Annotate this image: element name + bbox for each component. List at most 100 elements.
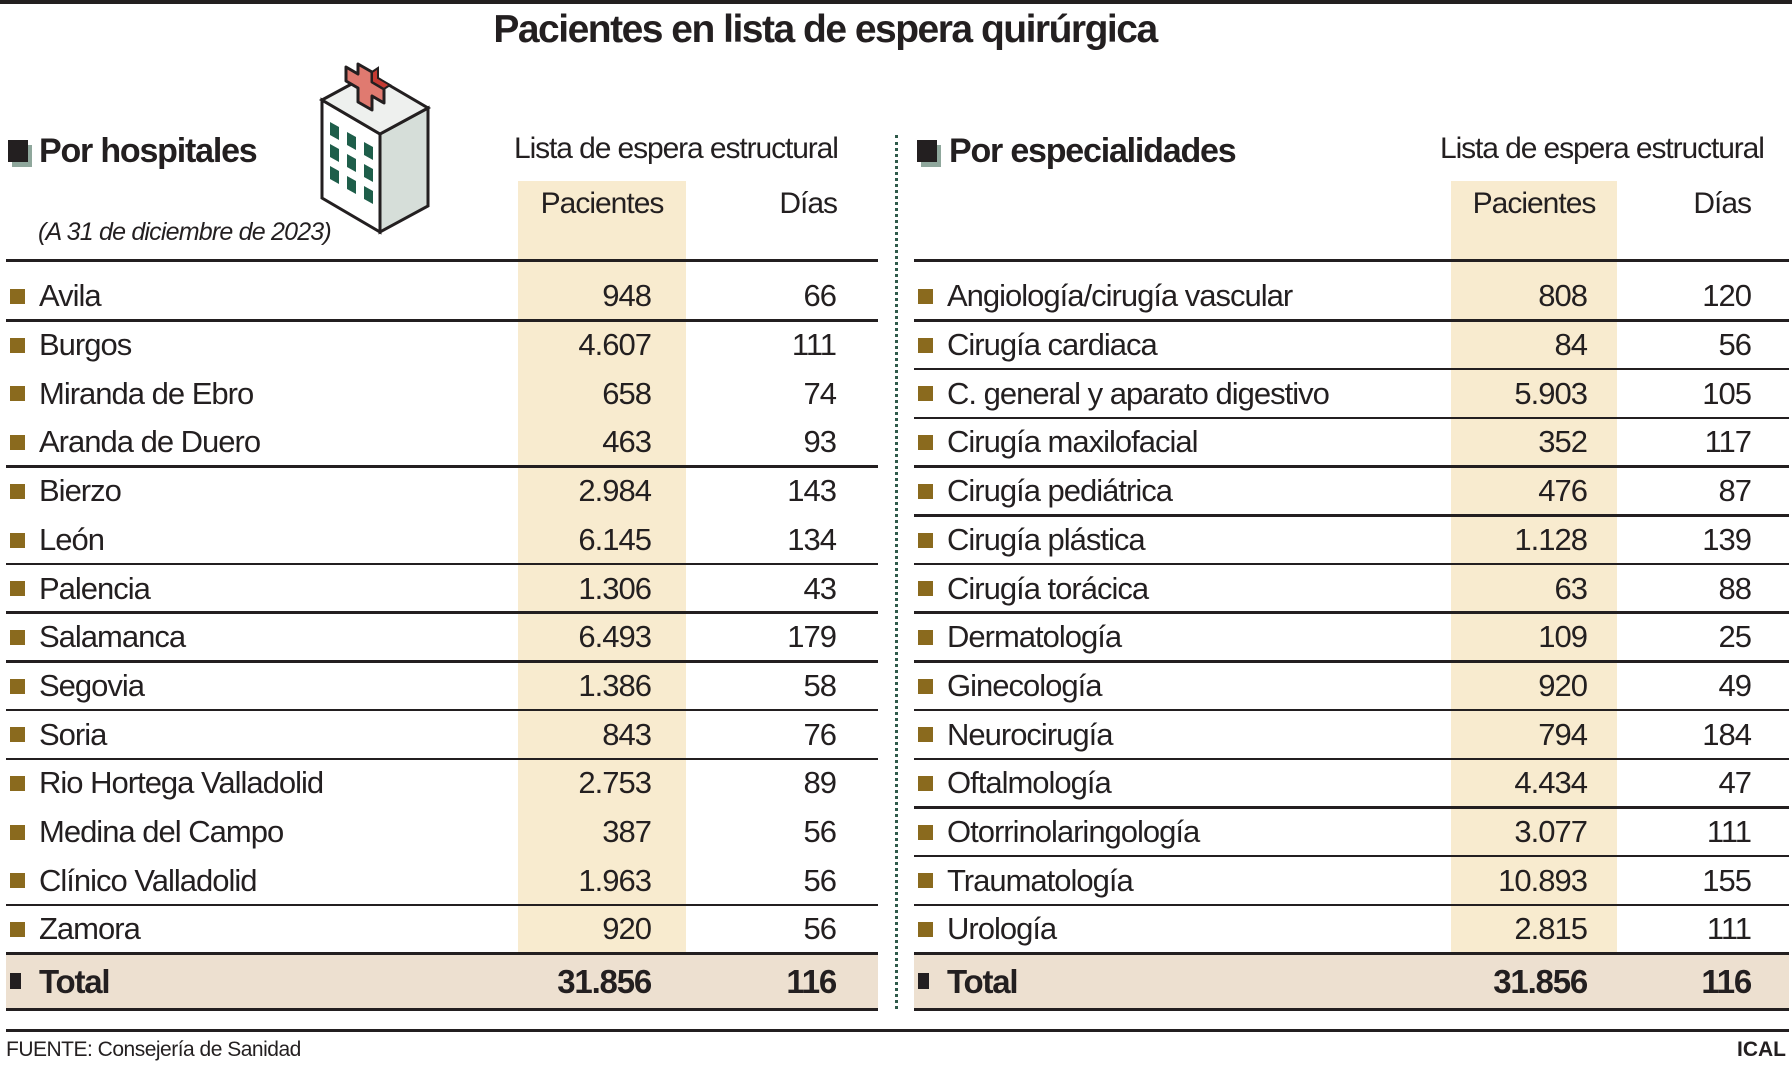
row-name: Otorrinolaringología <box>947 814 1200 850</box>
row-days: 56 <box>803 911 837 947</box>
table-row: Bierzo 2.984 143 <box>6 467 878 516</box>
row-patients: 920 <box>602 911 652 947</box>
row-days: 179 <box>787 619 837 655</box>
bullet-icon <box>10 289 25 304</box>
date-note: (A 31 de diciembre de 2023) <box>38 218 332 246</box>
table-row: Soria 843 76 <box>6 710 878 759</box>
row-separator <box>6 611 878 614</box>
total-row: Total 31.856 116 <box>914 954 1789 1009</box>
row-name: Traumatología <box>947 862 1134 898</box>
table-row: Cirugía pediátrica 476 87 <box>914 467 1789 516</box>
row-patients: 1.128 <box>1514 521 1588 557</box>
section-heading-hospitals: Por hospitales <box>39 132 258 170</box>
row-separator <box>914 952 1789 955</box>
row-separator <box>6 903 878 907</box>
row-separator <box>6 1008 878 1011</box>
row-patients: 387 <box>602 814 652 850</box>
row-patients: 3.077 <box>1514 814 1588 850</box>
bullet-icon <box>918 873 933 889</box>
row-name: Oftalmología <box>947 765 1112 801</box>
row-patients: 2.815 <box>1514 911 1588 947</box>
bullet-icon <box>918 973 929 989</box>
row-patients: 1.963 <box>578 862 652 898</box>
row-name: Miranda de Ebro <box>39 375 254 411</box>
bullet-icon <box>918 824 933 840</box>
row-days: 66 <box>803 278 837 314</box>
row-patients: 10.893 <box>1498 862 1588 898</box>
table-row: León 6.145 134 <box>6 516 878 565</box>
row-separator <box>6 708 878 712</box>
total-patients: 31.856 <box>1493 962 1588 1000</box>
row-days: 184 <box>1702 716 1752 752</box>
row-patients: 476 <box>1538 473 1588 509</box>
bullet-icon <box>918 727 933 743</box>
bullet-icon <box>10 824 25 840</box>
bullet-icon <box>918 386 933 402</box>
row-days: 111 <box>791 327 837 363</box>
row-days: 56 <box>803 814 837 850</box>
row-name: Burgos <box>39 327 132 363</box>
row-name: Cirugía torácica <box>947 570 1149 606</box>
bullet-icon <box>918 678 933 694</box>
row-patients: 5.903 <box>1514 375 1588 411</box>
table-row: Miranda de Ebro 658 74 <box>6 369 878 418</box>
table-row: Burgos 4.607 111 <box>6 321 878 370</box>
row-days: 111 <box>1706 911 1752 947</box>
row-days: 87 <box>1718 473 1752 509</box>
row-name: Avila <box>39 278 102 314</box>
table-row: Cirugía torácica 63 88 <box>914 564 1789 613</box>
row-name: Soria <box>39 716 107 752</box>
column-header-patients: Pacientes <box>1472 187 1597 220</box>
total-days: 116 <box>786 962 837 1000</box>
total-label: Total <box>947 962 1019 1000</box>
row-name: León <box>39 521 105 557</box>
table-row: Cirugía cardiaca 84 56 <box>914 321 1789 370</box>
row-name: Palencia <box>39 570 151 606</box>
row-days: 88 <box>1718 570 1752 606</box>
row-patients: 843 <box>602 716 652 752</box>
table-row: Urología 2.815 111 <box>914 905 1789 954</box>
row-name: Dermatología <box>947 619 1122 655</box>
row-days: 25 <box>1718 619 1752 655</box>
row-patients: 4.607 <box>578 327 652 363</box>
row-patients: 920 <box>1538 667 1588 703</box>
row-separator <box>914 416 1789 420</box>
footer-rule <box>6 1029 1789 1032</box>
group-label-hospitals: Lista de espera estructural <box>514 132 839 165</box>
row-separator <box>6 757 878 760</box>
row-days: 117 <box>1704 424 1752 460</box>
table-row: Cirugía maxilofacial 352 117 <box>914 418 1789 467</box>
row-separator <box>914 806 1789 809</box>
section-heading-specialties: Por especialidades <box>949 132 1237 170</box>
bullet-icon <box>10 581 25 597</box>
table-row: Neurocirugía 794 184 <box>914 710 1789 759</box>
top-rule <box>0 0 1792 4</box>
bullet-icon <box>918 483 933 499</box>
total-label: Total <box>39 962 111 1000</box>
table-row: Otorrinolaringología 3.077 111 <box>914 808 1789 857</box>
bullet-icon <box>10 873 25 889</box>
row-name: Salamanca <box>39 619 186 655</box>
row-patients: 463 <box>602 424 652 460</box>
page-title: Pacientes en lista de espera quirúrgica <box>493 8 1158 51</box>
table-row: Segovia 1.386 58 <box>6 662 878 711</box>
table-row: Angiología/cirugía vascular 808 120 <box>914 272 1789 321</box>
row-name: Rio Hortega Valladolid <box>39 765 324 801</box>
bullet-icon <box>918 337 933 353</box>
row-separator <box>914 708 1789 712</box>
row-separator <box>6 660 878 663</box>
patients-column-highlight-specialties <box>1451 181 1617 954</box>
row-days: 134 <box>787 521 837 557</box>
row-patients: 658 <box>602 375 652 411</box>
table-row: Traumatología 10.893 155 <box>914 856 1789 905</box>
bullet-icon <box>10 337 25 353</box>
bullet-icon <box>918 776 933 791</box>
row-patients: 794 <box>1538 716 1588 752</box>
row-separator <box>914 611 1789 614</box>
row-days: 120 <box>1702 278 1752 314</box>
row-name: Cirugía cardiaca <box>947 327 1158 363</box>
row-name: Angiología/cirugía vascular <box>947 278 1293 314</box>
row-patients: 1.386 <box>578 667 652 703</box>
bullet-icon <box>10 483 25 499</box>
bullet-icon <box>10 435 25 451</box>
